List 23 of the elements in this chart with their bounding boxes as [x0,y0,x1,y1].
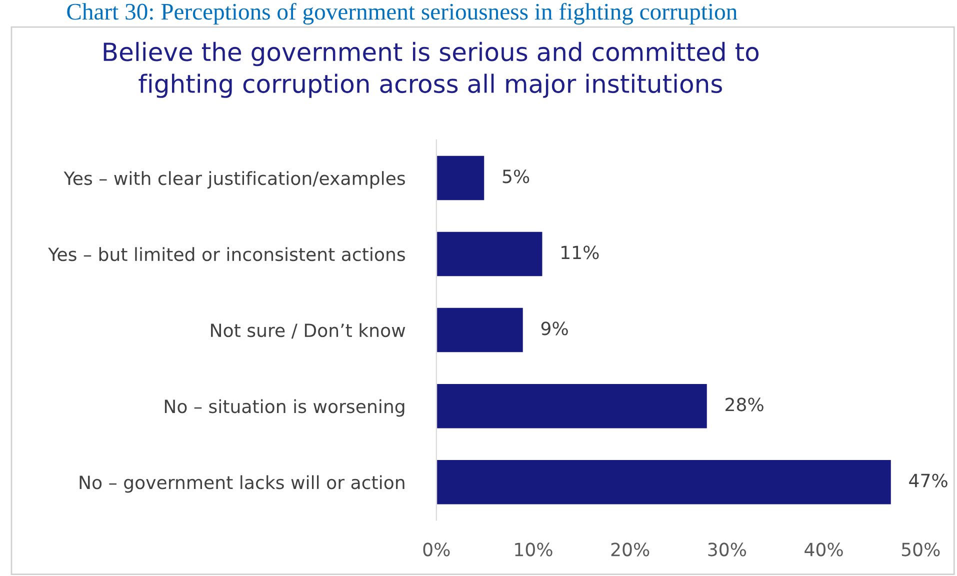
bar [436,458,892,506]
y-tick-label: Yes – but limited or inconsistent actions [48,247,405,262]
bar [436,154,486,202]
x-tick-label: 30% [708,542,746,556]
bar [436,306,524,354]
x-tick-label: 0% [423,542,450,556]
data-label: 5% [502,170,530,184]
data-label: 28% [726,398,764,412]
bar [436,230,544,278]
bar [436,382,708,430]
y-tick-label: No – government lacks will or action [80,475,404,493]
y-tick-label: No – situation is worsening [164,399,404,417]
y-tick-label: Not sure / Don’t know [211,323,406,339]
chart-title: Believe the government is serious and committed to fighting corruption across all major institutions [104,42,759,98]
x-tick-label: 50% [902,542,940,556]
data-label: 11% [562,246,599,260]
caption: Chart 30: Perceptions of government seriousness in fighting corruption [67,2,738,25]
x-tick-label: 20% [611,542,650,556]
data-label: 47% [909,474,948,488]
x-tick-label: 10% [515,542,552,556]
y-tick-label: Yes – with clear justification/examples [64,171,405,189]
x-tick-label: 40% [804,542,843,556]
data-label: 9% [541,322,568,336]
